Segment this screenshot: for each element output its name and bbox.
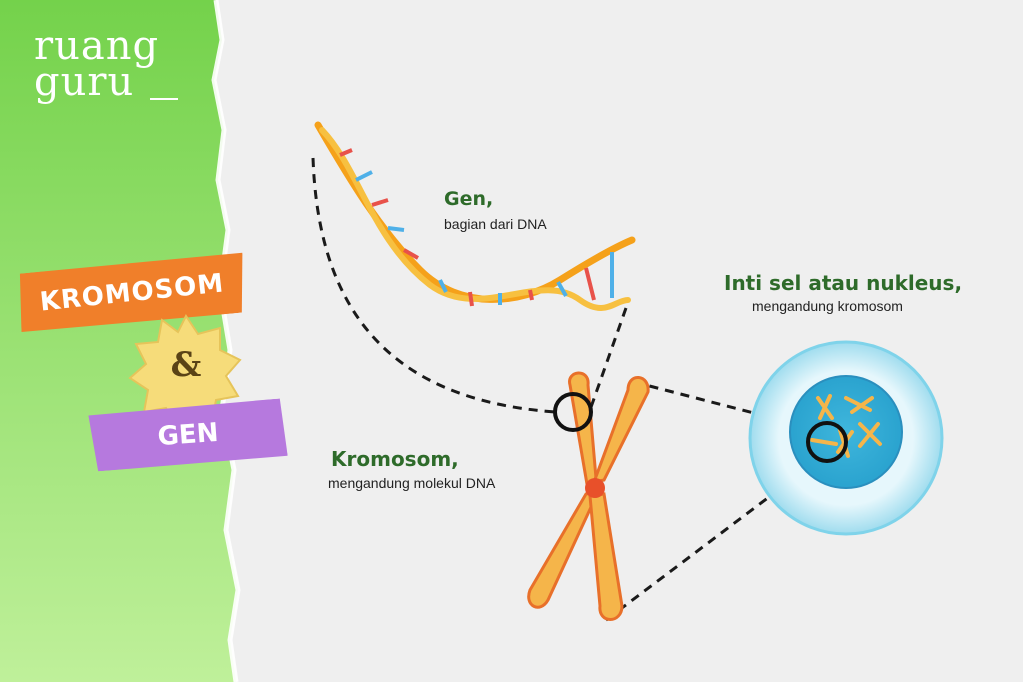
ampersand-text: & xyxy=(170,345,202,385)
dna-strand-1 xyxy=(314,121,636,303)
logo-line-1: ruang xyxy=(34,23,160,69)
connector-dna-right xyxy=(588,307,628,411)
chromosome-subtitle: mengandung molekul DNA xyxy=(328,475,496,491)
nucleus-title: Inti sel atau nukleus, xyxy=(724,271,963,295)
dna-strand-2 xyxy=(319,127,631,311)
gen-subtitle: bagian dari DNA xyxy=(444,216,547,232)
gen-title: Gen, xyxy=(444,188,494,210)
chromosome-title: Kromosom, xyxy=(331,447,459,471)
nucleus xyxy=(789,375,903,489)
chromosome-arm-lower-right xyxy=(588,492,624,621)
centromere xyxy=(585,478,605,498)
connector-nucleus-bottom xyxy=(605,458,819,622)
logo-underline xyxy=(150,98,178,100)
dashed-connectors xyxy=(311,157,819,622)
chromosome-arm-lower-left xyxy=(527,490,601,609)
ruangguru-logo: ruang guru xyxy=(34,26,159,105)
connector-dna-left xyxy=(311,157,557,414)
logo-line-2: guru xyxy=(34,59,135,105)
chromosome xyxy=(527,371,650,621)
dna-helix xyxy=(314,121,636,311)
zoom-circle-nucleus xyxy=(806,421,848,463)
chromosome-arm-upper-right xyxy=(591,376,650,484)
zoom-circle-chromosome xyxy=(553,392,593,432)
nucleus-subtitle: mengandung kromosom xyxy=(752,298,903,314)
